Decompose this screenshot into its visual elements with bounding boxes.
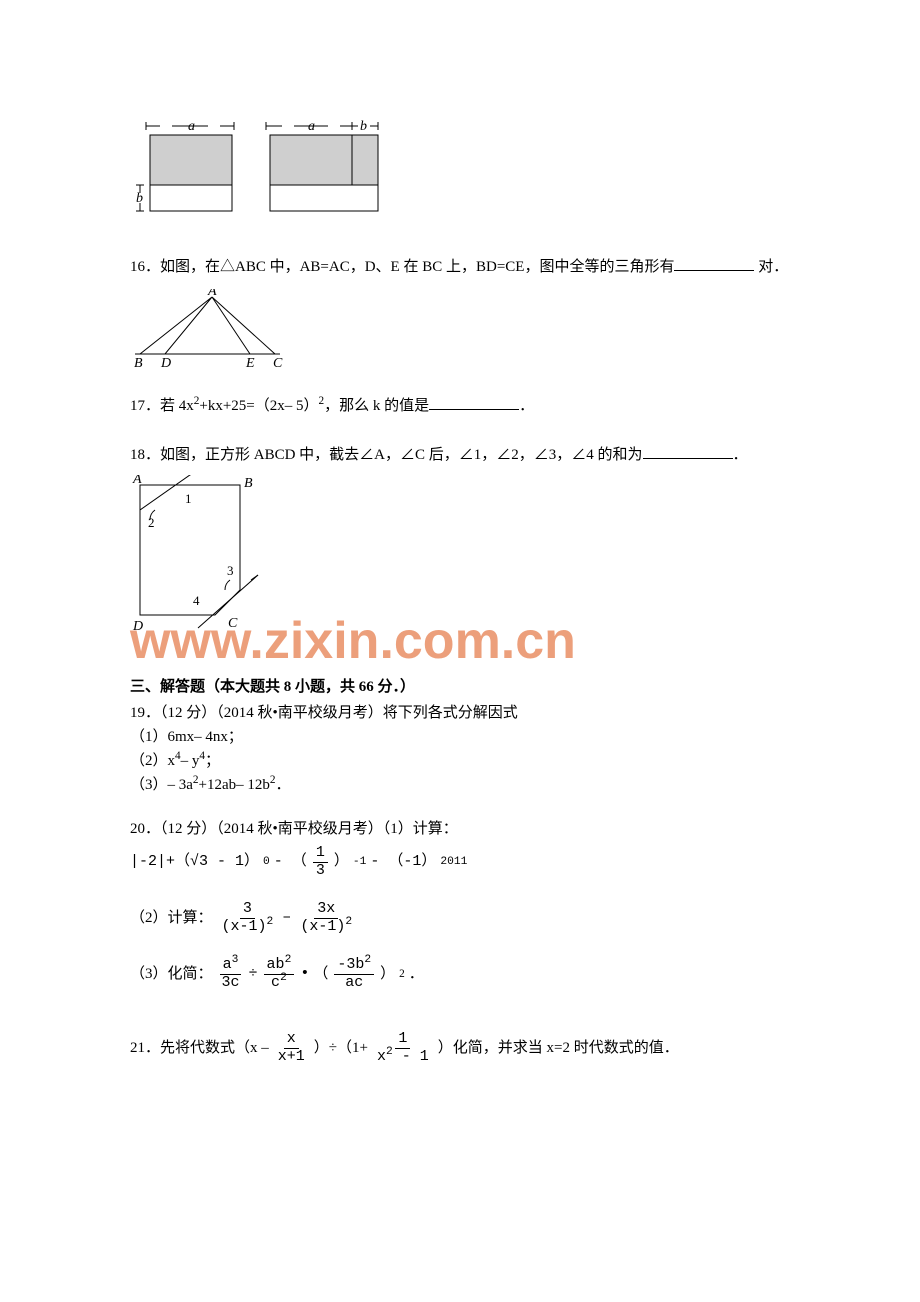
problem-21: 21．先将代数式（x – x x+1 ）÷（1+ 1 x2 - 1 ）化简，并求…	[130, 1031, 790, 1065]
problem-20: 20．（12 分）（2014 秋•南平校级月考）（1）计算： |-2|+（√3 …	[130, 817, 790, 991]
p18-tail: ．	[733, 447, 748, 463]
figure-triangle: A B D E C	[130, 289, 290, 369]
p20-line1: 20．（12 分）（2014 秋•南平校级月考）（1）计算：	[130, 817, 790, 841]
section-3-title: 三、解答题（本大题共 8 小题，共 66 分．）	[130, 675, 790, 699]
svg-text:2: 2	[148, 515, 155, 530]
svg-text:E: E	[245, 356, 255, 369]
p17-mid1: +kx+25=（2x– 5）	[199, 398, 318, 414]
problem-16: 16．如图，在△ABC 中，AB=AC，D、E 在 BC 上，BD=CE，图中全…	[130, 255, 790, 369]
p19-line1: 19．（12 分）（2014 秋•南平校级月考）将下列各式分解因式	[130, 701, 790, 725]
p20-f2b: 3x (x-1)2	[297, 901, 355, 935]
p20-f3c: -3b2 ac	[334, 957, 374, 991]
svg-text:a: a	[188, 119, 195, 134]
p21-lead: 21．先将代数式（x –	[130, 1036, 269, 1060]
blank-16	[674, 255, 754, 271]
svg-text:D: D	[160, 356, 171, 369]
svg-text:b: b	[360, 119, 367, 134]
p21-f1: x x+1	[275, 1031, 308, 1065]
svg-text:C: C	[228, 616, 238, 631]
svg-text:b: b	[136, 191, 143, 206]
blank-18	[643, 443, 733, 459]
p21-tail: ）化简，并求当 x=2 时代数式的值．	[438, 1036, 679, 1060]
p19-item3: （3）– 3a2+12ab– 12b2．	[130, 773, 790, 797]
problem-17: 17．若 4x2+kx+25=（2x– 5）2，那么 k 的值是．	[130, 394, 790, 418]
p21-mid1: ）÷（1+	[314, 1036, 368, 1060]
svg-text:A: A	[132, 475, 142, 487]
p17-tail: ．	[519, 398, 534, 414]
p21-f2: 1 x2 - 1	[374, 1031, 432, 1065]
p18-text: 18．如图，正方形 ABCD 中，截去∠A，∠C 后，∠1，∠2，∠3，∠4 的…	[130, 447, 643, 463]
svg-text:a: a	[308, 119, 315, 134]
p19-item2: （2）x4– y4；	[130, 749, 790, 773]
figure-square: A B C D 1 2 3 4	[130, 475, 290, 635]
page: a b a b 16．如图，在△ABC 中，AB=AC，D、E 在 BC 上，B…	[0, 0, 920, 1302]
problem-19: 19．（12 分）（2014 秋•南平校级月考）将下列各式分解因式 （1）6mx…	[130, 701, 790, 797]
p20-item3: （3）化简： a3 3c ÷ ab2 c2 • （ -3b2 ac ） 2 ．	[130, 957, 790, 991]
p19-item1: （1）6mx– 4nx；	[130, 725, 790, 749]
problem-16-text: 16．如图，在△ABC 中，AB=AC，D、E 在 BC 上，BD=CE，图中全…	[130, 259, 674, 275]
p17-lead: 17．若 4x	[130, 398, 194, 414]
problem-16-tail: 对．	[758, 259, 788, 275]
p20-f1: |-2|+（√3 - 1）0 - （ 1 3 ）-1 - （-1）2011	[130, 845, 790, 879]
svg-text:C: C	[273, 356, 283, 369]
svg-text:4: 4	[193, 593, 200, 608]
p17-mid2: ，那么 k 的值是	[324, 398, 429, 414]
p20-f3a: a3 3c	[219, 957, 243, 991]
svg-text:B: B	[134, 356, 143, 369]
figure-top-shapes: a b a b	[130, 115, 410, 225]
svg-text:B: B	[244, 476, 253, 491]
svg-text:1: 1	[185, 491, 192, 506]
frac-1-3: 1 3	[313, 845, 328, 879]
problem-18: 18．如图，正方形 ABCD 中，截去∠A，∠C 后，∠1，∠2，∠3，∠4 的…	[130, 443, 790, 635]
p20-f2a: 3 (x-1)2	[219, 901, 277, 935]
p20-f3b: ab2 c2	[264, 957, 295, 991]
svg-text:A: A	[207, 289, 217, 299]
svg-text:3: 3	[227, 563, 234, 578]
blank-17	[429, 394, 519, 410]
svg-text:D: D	[132, 619, 143, 634]
p20-item2: （2）计算： 3 (x-1)2 – 3x (x-1)2	[130, 901, 790, 935]
